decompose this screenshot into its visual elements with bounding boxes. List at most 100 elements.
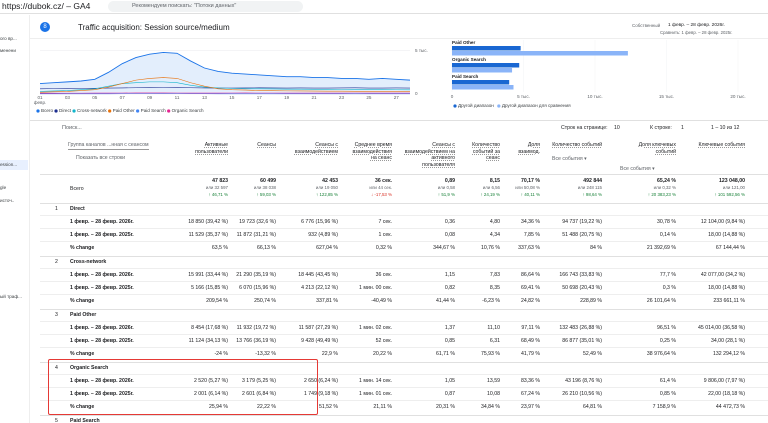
- x-tick-label: 19: [284, 95, 290, 100]
- cell: 0,85 %: [659, 391, 676, 397]
- sidebar-item[interactable]: источ..: [0, 198, 15, 203]
- cell: 2 001 (6,14 %): [193, 391, 228, 397]
- cell: 1 мин. 01 сек.: [359, 391, 392, 397]
- column-header[interactable]: Сеансы с взаимодействием на активного по…: [404, 142, 455, 168]
- column-sub[interactable]: Все события ▾: [620, 166, 655, 172]
- total-value: или 121,00: [722, 185, 745, 190]
- cell: 21 392,69 %: [646, 245, 676, 251]
- cell: 6,31: [489, 338, 500, 344]
- sidebar-item[interactable]: менени: [0, 48, 16, 53]
- total-value: 47 823: [212, 178, 228, 184]
- cell: 8 454 (17,68 %): [191, 325, 228, 331]
- cell: 11 932 (19,72 %): [236, 325, 276, 331]
- goto-value[interactable]: 1: [681, 125, 684, 131]
- total-value: 65,24 %: [656, 178, 676, 184]
- show-all[interactable]: Показать все строки: [76, 155, 126, 161]
- bar-category: Paid Other: [452, 40, 475, 45]
- column-header[interactable]: Сеансы с взаимодействием: [294, 142, 338, 155]
- row-line: [40, 362, 768, 363]
- legend-swatch: [453, 104, 457, 108]
- cell: 22,22 %: [256, 404, 276, 410]
- row-label: 1 февр. – 28 февр. 2025г.: [70, 285, 134, 291]
- cell: 41,44 %: [435, 298, 455, 304]
- x-tick-label: 15: [229, 95, 235, 100]
- cell: 18 445 (43,45 %): [298, 272, 338, 278]
- sidebar-item[interactable]: ого вр...: [0, 36, 17, 41]
- row-line: [40, 215, 768, 216]
- page-title: Traffic acquisition: Session source/medi…: [78, 23, 230, 32]
- column-header[interactable]: Доля ключевых событий: [638, 142, 676, 155]
- row-line: [40, 400, 768, 401]
- row-line: [40, 203, 768, 204]
- column-header[interactable]: Ключевые события: [698, 142, 745, 148]
- cell: 7,83: [489, 272, 500, 278]
- cell: 344,67 %: [433, 245, 455, 251]
- cell: 18,00 (14,88 %): [708, 232, 745, 238]
- search-input[interactable]: Поиск...: [62, 125, 82, 131]
- cell: 36 сек.: [375, 272, 392, 278]
- column-header[interactable]: Количество событий за сеанс: [472, 142, 500, 161]
- cell: 4,34: [489, 232, 500, 238]
- sidebar-item[interactable]: gle: [0, 185, 7, 190]
- url[interactable]: https://dubok.cz/ – GA4: [2, 1, 91, 11]
- badge[interactable]: 8: [40, 22, 50, 32]
- x-tick-label: 21: [312, 95, 318, 100]
- total-value: 0,89: [444, 178, 455, 184]
- legend-swatch: [54, 109, 58, 113]
- cell: 11 872 (31,21 %): [236, 232, 276, 238]
- cell: 1 сек.: [378, 232, 392, 238]
- cell: 51,52 %: [318, 404, 338, 410]
- total-value: или 44 сек.: [369, 185, 392, 190]
- area: [40, 52, 410, 94]
- total-value: или 50,08 %: [515, 185, 540, 190]
- cell: 24,82 %: [520, 298, 540, 304]
- cell: 26 101,64 %: [646, 298, 676, 304]
- total-value: или 19 050: [315, 185, 338, 190]
- cell: 45 014,00 (36,58 %): [697, 325, 745, 331]
- compare-range: Сравнить: 1 февр. – 28 февр. 2025г.: [660, 30, 733, 35]
- cell: 7,85 %: [523, 232, 540, 238]
- total-value: ↑ 59,03 %: [256, 192, 276, 197]
- legend-label: Всего: [41, 108, 53, 113]
- row-label: 1 февр. – 28 февр. 2026г.: [70, 272, 134, 278]
- cell: 6 070 (15,96 %): [239, 285, 276, 291]
- x-tick-label: 01: [37, 95, 43, 100]
- cell: 86 877 (35,01 %): [562, 338, 602, 344]
- cell: 15 991 (33,44 %): [188, 272, 228, 278]
- group-name: Paid Search: [70, 418, 100, 423]
- column-header[interactable]: Активные пользователи: [195, 142, 228, 155]
- cell: 228,89 %: [580, 298, 602, 304]
- x-tick-label: 03: [65, 95, 71, 100]
- cell: 23,97 %: [520, 404, 540, 410]
- legend-swatch: [108, 109, 112, 113]
- cell: 34,36 %: [520, 219, 540, 225]
- group-name: Direct: [70, 206, 85, 212]
- search-box[interactable]: [108, 1, 303, 12]
- column-header[interactable]: Количество событий: [552, 142, 602, 148]
- row-label: 1 февр. – 28 февр. 2025г.: [70, 232, 134, 238]
- column-header[interactable]: Сеансы: [257, 142, 276, 148]
- sidebar-item[interactable]: ый траф...: [0, 294, 22, 299]
- cell: 1 мин. 14 сек.: [359, 378, 392, 384]
- dimension-select[interactable]: Группа каналов ...нная с сеансом: [68, 142, 149, 150]
- search-placeholder[interactable]: Рекомендуем поискать: "Потоки данных": [132, 3, 237, 9]
- total-value: или 0,32 %: [653, 185, 676, 190]
- total-value: 36 сек.: [374, 178, 392, 184]
- cell: 19 723 (32,6 %): [239, 219, 276, 225]
- cell: 10,76 %: [480, 245, 500, 251]
- cell: 77,7 %: [659, 272, 676, 278]
- column-sub[interactable]: Все события ▾: [552, 156, 587, 162]
- column-header[interactable]: Доля взаимод.: [518, 142, 540, 155]
- cell: 25,94 %: [208, 404, 228, 410]
- column-header[interactable]: Среднее время взаимодействия на сеанс: [352, 142, 392, 161]
- date-range[interactable]: 1 февр. – 28 февр. 2026г.: [668, 23, 725, 28]
- cell: 18 850 (39,42 %): [188, 219, 228, 225]
- row-label: % change: [70, 351, 95, 357]
- rows-value[interactable]: 10: [614, 125, 620, 131]
- legend-swatch: [36, 109, 40, 113]
- x-tick-label: 0: [451, 94, 454, 99]
- cell: 0,87: [444, 391, 455, 397]
- sidebar-item[interactable]: ession...: [0, 160, 28, 170]
- cell: 250,74 %: [254, 298, 276, 304]
- cell: 1 749 (9,18 %): [303, 391, 338, 397]
